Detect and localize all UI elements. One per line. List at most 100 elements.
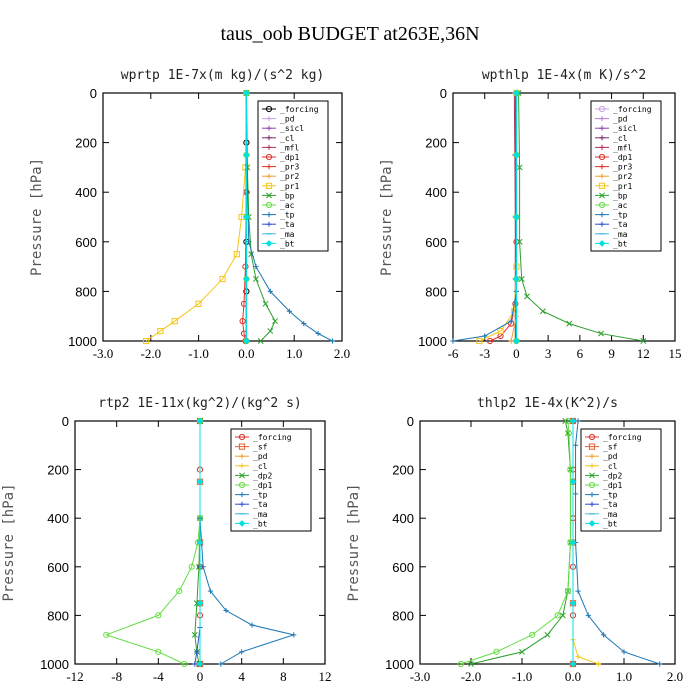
data-point	[497, 327, 504, 335]
data-point	[598, 153, 606, 161]
data-point	[508, 318, 514, 324]
data-point	[559, 612, 566, 619]
data-point	[493, 648, 500, 655]
data-point	[249, 622, 255, 628]
data-point	[238, 481, 246, 489]
y-tick-label: 600	[75, 235, 97, 250]
x-tick-label: -12	[66, 669, 83, 684]
data-point	[266, 173, 272, 179]
y-axis-label: Pressure [hPa]	[379, 158, 395, 276]
legend-entry: _dp2	[603, 471, 622, 480]
data-point	[171, 318, 178, 325]
data-point	[569, 539, 577, 546]
data-point	[588, 481, 596, 489]
data-point	[243, 213, 250, 221]
data-point	[191, 631, 198, 638]
chart-panel: wprtp 1E-7x(m kg)/(s^2 kg) Pressure [hPa]…	[29, 68, 350, 361]
legend-entry: _pd	[253, 452, 268, 461]
legend-entry: _sf	[603, 443, 618, 452]
legend-entry: _dp1	[280, 153, 299, 162]
data-point	[196, 660, 204, 668]
y-tick-label: 1000	[40, 657, 69, 672]
legend-entry: _ta	[253, 500, 268, 509]
data-point	[265, 201, 273, 209]
data-point	[468, 661, 474, 667]
x-tick-label: -8	[111, 669, 122, 684]
data-point	[243, 151, 250, 159]
data-series	[450, 90, 520, 344]
data-point	[253, 264, 259, 270]
y-tick-label: 400	[47, 511, 69, 526]
data-point	[243, 275, 250, 283]
x-tick-label: 0.0	[565, 669, 581, 684]
data-point	[569, 660, 577, 668]
data-point	[513, 337, 520, 345]
data-point	[195, 300, 202, 307]
data-point	[513, 213, 520, 221]
y-tick-label: 0	[90, 86, 97, 101]
data-point	[329, 338, 336, 344]
data-point	[588, 433, 596, 441]
y-tick-label: 600	[47, 560, 69, 575]
data-point	[598, 330, 604, 337]
y-tick-label: 200	[75, 136, 97, 151]
x-tick-label: 9	[608, 346, 615, 361]
data-point	[239, 501, 245, 507]
x-tick-label: 4	[238, 669, 245, 684]
data-point	[243, 337, 250, 345]
legend-entry: _cl	[253, 462, 268, 471]
y-tick-label: 200	[47, 463, 69, 478]
data-point	[207, 588, 214, 594]
data-point	[575, 654, 581, 660]
x-tick-label: 15	[669, 346, 682, 361]
data-point	[265, 105, 273, 113]
legend-entry: _ta	[603, 500, 618, 509]
data-point	[599, 164, 605, 170]
legend-entry: _ma	[613, 230, 628, 239]
data-point	[218, 661, 224, 667]
data-point	[239, 492, 245, 498]
chart-panel: wpthlp 1E-4x(m K)/s^2 Pressure [hPa] 0 200 4…	[379, 68, 682, 361]
data-point	[266, 212, 272, 218]
legend-entry: _dp1	[253, 481, 272, 490]
legend-entry: _bt	[253, 519, 268, 528]
series-line	[460, 420, 571, 665]
legend: _forcing_sf_pd_cl_dp2_dp1_tp_ta_ma_bt	[230, 428, 312, 532]
data-point	[589, 492, 595, 498]
data-point	[482, 333, 488, 339]
legend-entry: _pr3	[280, 163, 299, 172]
data-point	[272, 318, 279, 325]
y-tick-label: 400	[75, 185, 97, 200]
data-point	[266, 144, 272, 150]
y-tick-label: 400	[425, 185, 447, 200]
data-point	[599, 135, 605, 141]
y-tick-label: 600	[425, 235, 447, 250]
plot-frame	[102, 92, 343, 342]
data-series	[572, 418, 663, 667]
data-point	[155, 612, 162, 619]
legend-entry: _bp	[280, 191, 295, 200]
data-point	[599, 116, 605, 122]
legend-entry: _forcing	[603, 433, 642, 442]
data-point	[599, 173, 605, 179]
data-point	[238, 433, 246, 441]
y-tick-label: 800	[425, 284, 447, 299]
data-point	[450, 338, 456, 344]
legend-entry: _pd	[280, 115, 295, 124]
legend-entry: _mfl	[613, 143, 632, 152]
data-point	[239, 649, 245, 655]
plot-frame	[452, 92, 676, 342]
data-series	[515, 90, 647, 344]
legend-entry: _cl	[280, 134, 295, 143]
legend-entry: _dp1	[613, 153, 632, 162]
data-point	[598, 182, 606, 189]
data-point	[265, 153, 273, 161]
legend: _forcing_sf_pd_cl_dp2_dp1_tp_ta_ma_bt	[580, 428, 662, 532]
legend-entry: _pr2	[613, 172, 632, 181]
series-line	[479, 93, 517, 342]
data-point	[518, 276, 525, 282]
x-tick-label: -2.0	[141, 346, 162, 361]
data-point	[181, 660, 188, 668]
data-point	[524, 293, 530, 300]
